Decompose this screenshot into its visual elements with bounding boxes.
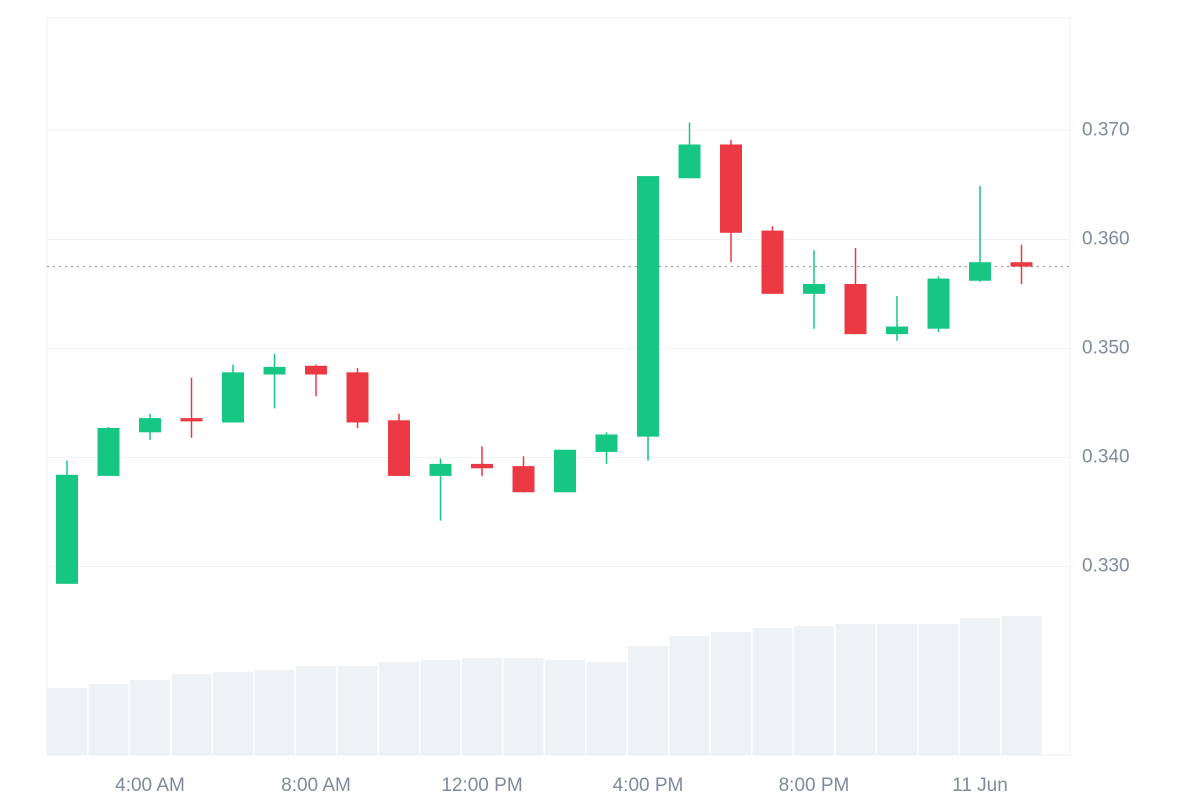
y-tick-label: 0.360 — [1082, 228, 1130, 249]
x-tick-label: 11 Jun — [952, 775, 1008, 796]
y-tick-label: 0.370 — [1082, 119, 1130, 140]
candle-body — [512, 466, 535, 493]
x-tick-label: 8:00 AM — [281, 775, 351, 796]
candle-body — [678, 144, 701, 179]
volume-bar — [835, 624, 876, 755]
candle-body — [222, 372, 244, 423]
volume-bar — [379, 662, 419, 755]
candle-body — [761, 230, 784, 294]
candle-body — [927, 278, 950, 329]
volume-bar — [213, 672, 253, 755]
y-tick-label: 0.350 — [1082, 337, 1130, 358]
volume-bar — [420, 660, 461, 755]
volume-bar — [47, 688, 87, 755]
volume-bar — [337, 666, 378, 755]
candle-body — [346, 372, 369, 423]
volume-bar — [545, 660, 585, 755]
candle-body — [886, 326, 908, 335]
x-tick-label: 4:00 PM — [613, 775, 684, 796]
volume-bar — [1001, 616, 1042, 755]
candle-body — [56, 474, 78, 584]
candle-body — [637, 176, 659, 437]
candle-body — [844, 284, 867, 335]
candle-body — [554, 449, 576, 493]
candle-body — [720, 144, 742, 233]
volume-bar — [171, 674, 212, 755]
candle-body — [139, 418, 161, 433]
y-tick-label: 0.340 — [1082, 446, 1130, 467]
x-tick-label: 4:00 AM — [115, 775, 185, 796]
volume-bar — [296, 666, 336, 755]
volume-bar — [130, 680, 170, 755]
volume-bar — [669, 636, 710, 755]
volume-bar — [88, 684, 129, 755]
candle-body — [969, 262, 991, 281]
candle-body — [429, 463, 452, 476]
candle-body — [305, 365, 327, 375]
candle-body — [180, 418, 203, 422]
candle-body — [263, 366, 286, 375]
candle-body — [1010, 262, 1033, 267]
volume-bar — [586, 662, 627, 755]
volume-bar — [503, 658, 544, 755]
volume-bar — [462, 658, 502, 755]
candle-body — [471, 463, 493, 469]
y-tick-label: 0.330 — [1082, 555, 1130, 576]
volume-bar — [794, 626, 834, 755]
volume-bar — [752, 628, 793, 755]
x-tick-label: 8:00 PM — [779, 775, 850, 796]
volume-bar — [918, 624, 959, 755]
volume-bar — [711, 632, 751, 755]
volume-bar — [960, 618, 1000, 755]
candle-body — [97, 427, 120, 476]
volume-bar — [628, 646, 668, 755]
candle-body — [595, 434, 618, 452]
x-tick-label: 12:00 PM — [441, 775, 522, 796]
candle-body — [803, 284, 825, 294]
volume-bar — [254, 670, 295, 755]
volume-bar — [877, 624, 917, 755]
candle-body — [388, 420, 410, 476]
